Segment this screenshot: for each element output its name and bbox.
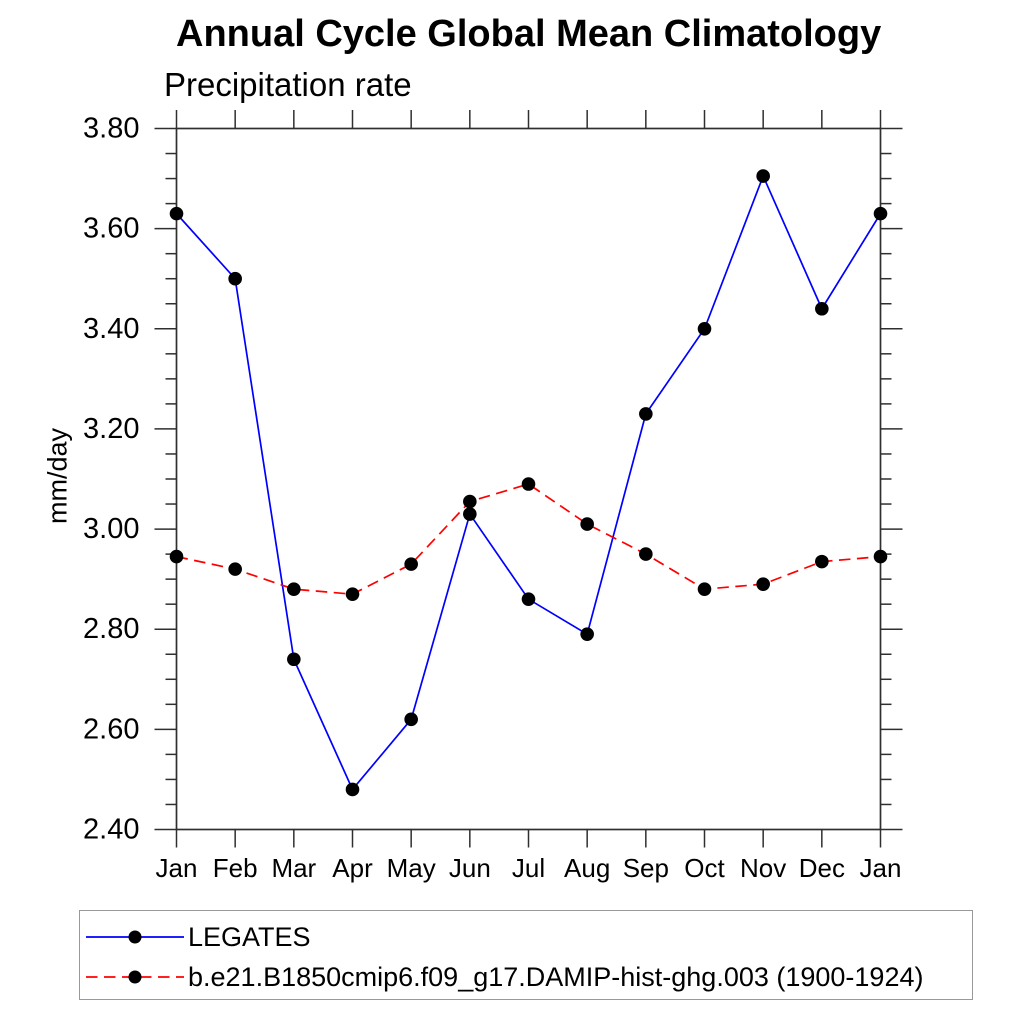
data-point xyxy=(287,582,301,596)
data-point xyxy=(873,206,888,221)
x-tick-label: Jan xyxy=(156,853,198,883)
x-tick-label: Mar xyxy=(271,853,316,883)
data-point xyxy=(639,407,653,421)
x-tick-label: Jun xyxy=(449,853,491,883)
data-point xyxy=(697,582,712,596)
legend-item-model: b.e21.B1850cmip6.f09_g17.DAMIP-hist-ghg.… xyxy=(80,957,923,997)
y-tick-label: 3.20 xyxy=(83,413,139,445)
y-tick-label: 3.40 xyxy=(83,313,139,345)
x-tick-label: Dec xyxy=(799,853,845,883)
data-point xyxy=(287,652,301,667)
y-tick-label: 2.60 xyxy=(83,713,139,745)
data-point xyxy=(873,549,888,564)
data-point xyxy=(404,557,418,571)
chart-title: Annual Cycle Global Mean Climatology xyxy=(176,13,882,55)
data-point xyxy=(404,712,418,727)
data-point xyxy=(228,562,242,576)
data-point xyxy=(521,477,536,491)
x-axis-ticks: Jan Feb Mar Apr May Jun Jul Aug Sep Oct Nov Dec Jan xyxy=(156,110,902,883)
x-tick-label: Feb xyxy=(213,853,258,883)
model-damip-hist-ghg-003-markers xyxy=(169,477,888,601)
data-point xyxy=(815,554,829,569)
data-point xyxy=(580,627,594,642)
x-tick-label: Sep xyxy=(623,853,669,883)
legates-line-sample xyxy=(86,930,184,944)
y-tick-label: 3.80 xyxy=(83,113,139,145)
x-tick-label: Jul xyxy=(512,853,545,883)
x-tick-label: Nov xyxy=(740,853,786,883)
legend-label-legates: LEGATES xyxy=(188,921,311,952)
legend-marker-dot xyxy=(128,930,142,944)
legend-label-model: b.e21.B1850cmip6.f09_g17.DAMIP-hist-ghg.… xyxy=(188,961,924,992)
y-tick-label: 2.80 xyxy=(83,613,139,645)
data-point xyxy=(169,549,184,564)
chart-subtitle: Precipitation rate xyxy=(164,66,412,103)
data-point xyxy=(756,577,770,591)
data-point xyxy=(815,301,829,316)
legates-markers xyxy=(169,169,888,797)
y-axis-ticks: 2.40 2.60 2.80 3.00 3.20 3.40 3.60 3.80 xyxy=(83,113,903,846)
data-point xyxy=(580,517,594,531)
x-tick-label: Aug xyxy=(564,853,610,883)
data-point xyxy=(463,507,477,521)
data-point xyxy=(521,592,536,606)
data-point xyxy=(697,321,712,336)
model-line-sample xyxy=(86,970,184,984)
data-point xyxy=(639,547,653,561)
data-point xyxy=(228,271,242,286)
x-tick-label: May xyxy=(387,853,436,883)
legend-box: LEGATES b.e21.B1850cmip6.f09_g17.DAMIP-h… xyxy=(79,910,973,1000)
x-tick-label: Jan xyxy=(860,853,902,883)
legend-marker-dot xyxy=(128,970,142,984)
x-tick-label: Apr xyxy=(332,853,373,883)
data-point xyxy=(169,206,184,221)
y-tick-label: 3.00 xyxy=(83,513,139,545)
data-point xyxy=(345,782,360,797)
legend-item-legates: LEGATES xyxy=(80,917,311,957)
y-tick-label: 3.60 xyxy=(83,213,139,245)
data-point xyxy=(756,169,770,183)
data-point xyxy=(463,494,477,509)
y-tick-label: 2.40 xyxy=(83,814,139,846)
data-point xyxy=(345,587,360,601)
x-tick-label: Oct xyxy=(684,853,725,883)
